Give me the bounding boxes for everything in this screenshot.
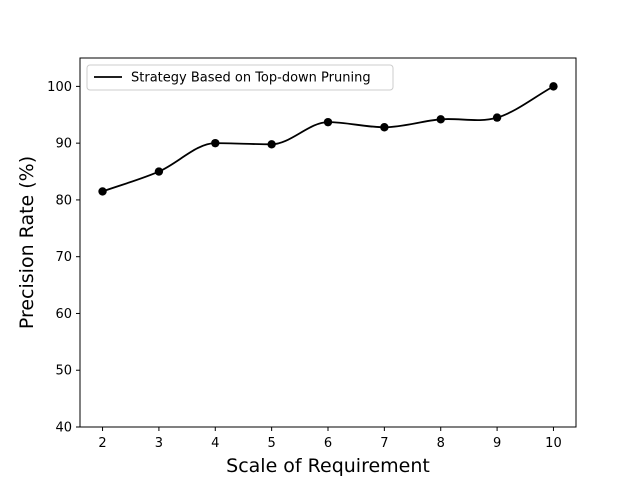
data-point-marker <box>436 115 445 124</box>
y-tick-label: 60 <box>55 307 72 322</box>
x-axis-ticks: 2 3 4 5 6 7 8 9 10 <box>98 427 562 451</box>
data-point-marker <box>154 167 164 176</box>
y-axis-ticks: 40 50 60 70 80 90 100 <box>47 80 80 436</box>
y-tick-label: 90 <box>55 137 72 152</box>
data-point-marker <box>98 187 107 196</box>
y-tick-label: 80 <box>55 193 72 208</box>
x-tick-label: 7 <box>380 436 388 451</box>
x-tick-label: 2 <box>98 436 106 451</box>
legend-box <box>86 64 394 91</box>
y-tick-label: 70 <box>55 250 72 265</box>
data-point-marker <box>323 117 333 127</box>
x-tick-label: 10 <box>545 436 562 451</box>
y-tick-label: 40 <box>55 421 72 436</box>
data-point-marker <box>380 123 389 132</box>
y-axis-title: Precision Rate (%) <box>16 156 38 329</box>
x-tick-label: 4 <box>211 436 219 451</box>
x-axis-title: Scale of Requirement <box>226 455 430 477</box>
series-layer <box>98 82 558 196</box>
data-point-marker <box>267 140 276 149</box>
x-tick-label: 8 <box>437 436 445 451</box>
data-point-marker <box>211 138 220 148</box>
x-tick-label: 6 <box>324 436 332 451</box>
legend-label: Strategy Based on Top-down Pruning <box>131 71 371 86</box>
legend: Strategy Based on Top-down Pruning <box>86 64 394 91</box>
x-tick-label: 9 <box>493 436 501 451</box>
y-tick-label: 100 <box>47 80 72 95</box>
plot-area <box>79 57 577 428</box>
data-point-marker <box>549 82 558 91</box>
x-tick-label: 5 <box>267 436 275 451</box>
x-tick-label: 3 <box>155 436 163 451</box>
y-tick-label: 50 <box>55 364 72 379</box>
data-point-marker <box>492 113 502 122</box>
